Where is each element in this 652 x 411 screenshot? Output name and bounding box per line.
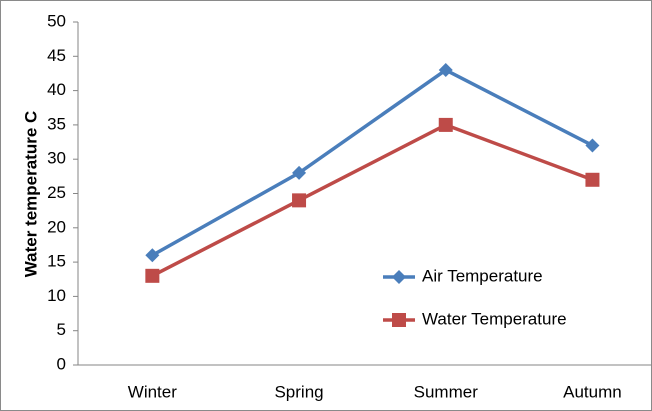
y-tick-label: 45 — [47, 46, 66, 65]
y-tick-label: 15 — [47, 252, 66, 271]
legend-marker — [392, 270, 406, 284]
y-tick-label: 5 — [57, 320, 66, 339]
legend-label: Water Temperature — [422, 309, 567, 328]
diamond-marker — [292, 165, 307, 180]
y-axis-label: Water temperature C — [21, 111, 40, 278]
x-tick-label: Autumn — [563, 382, 622, 401]
square-marker — [438, 117, 453, 132]
square-marker — [585, 172, 600, 187]
x-tick-label: Spring — [274, 382, 323, 401]
diamond-marker — [145, 248, 160, 263]
x-tick-label: Winter — [128, 382, 177, 401]
y-tick-label: 10 — [47, 286, 66, 305]
y-tick-label: 25 — [47, 183, 66, 202]
y-tick-label: 50 — [47, 11, 66, 30]
square-marker — [145, 268, 160, 283]
legend-marker — [392, 313, 406, 327]
series-line — [151, 122, 594, 278]
y-tick-label: 30 — [47, 149, 66, 168]
y-tick-label: 35 — [47, 114, 66, 133]
y-tick-label: 0 — [57, 354, 66, 373]
diamond-marker — [585, 138, 600, 153]
square-marker — [292, 193, 307, 208]
diamond-marker — [438, 63, 453, 78]
series-line — [151, 67, 594, 257]
x-tick-label: Summer — [414, 382, 479, 401]
legend-label: Air Temperature — [422, 266, 543, 285]
y-tick-label: 40 — [47, 80, 66, 99]
y-tick-label: 20 — [47, 217, 66, 236]
